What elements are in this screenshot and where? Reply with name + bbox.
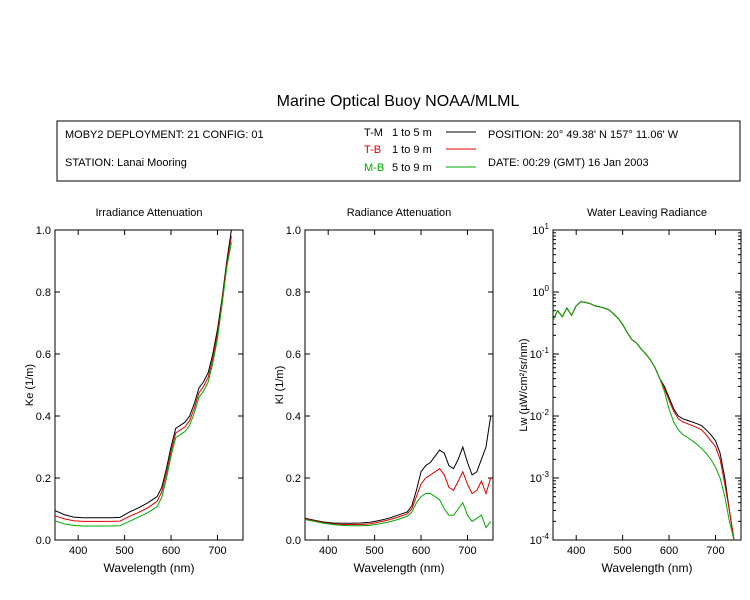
x-tick-label: 500 [365,545,383,557]
series-line-m-b [54,242,232,527]
y-axis-label: Ke (1/m) [24,364,36,406]
legend-item-t-m: T-M 1 to 5 m [364,127,476,139]
x-axis-label: Wavelength (nm) [104,561,195,575]
y-tick-label: 10-1 [530,346,550,361]
legend-code: M-B [364,162,384,174]
x-tick-label: 600 [162,545,180,557]
chart-title: Water Leaving Radiance [587,207,707,219]
y-tick-label: 0.6 [286,349,301,361]
series-line-t-m [54,229,232,519]
series-line-m-b [304,493,492,529]
x-tick-label: 600 [660,545,678,557]
plot-frame [552,229,742,541]
x-tick-label: 700 [706,545,724,557]
radiance-attenuation-chart: Radiance Attenuation 400 500 600 700 Waveleng… [274,207,494,575]
series-line-t-m [552,301,735,541]
y-tick-label: 0.0 [36,535,51,547]
y-tick-label: 10-2 [530,408,550,423]
x-axis-label: Wavelength (nm) [354,561,445,575]
irradiance-attenuation-chart: Irradiance Attenuation 400 500 600 700 Wavele… [24,207,244,575]
x-tick-label: 600 [412,545,430,557]
plot-frame [54,229,244,541]
chart-title: Radiance Attenuation [347,207,452,219]
station-label: STATION: Lanai Mooring [65,157,187,169]
y-tick-label: 0.0 [286,535,301,547]
x-tick-label: 400 [567,545,585,557]
y-tick-label: 0.4 [36,411,51,423]
legend: T-M 1 to 5 m T-B 1 to 9 m M-B 5 to 9 m [364,127,476,174]
series-line-m-b [552,301,735,541]
chart-title: Irradiance Attenuation [95,207,202,219]
x-tick-label: 400 [319,545,337,557]
legend-code: T-B [364,144,381,156]
date-label: DATE: 00:29 (GMT) 16 Jan 2003 [488,157,649,169]
y-tick-label: 1.0 [36,225,51,237]
x-tick-label: 400 [69,545,87,557]
x-tick-label: 500 [613,545,631,557]
y-tick-label: 100 [532,284,549,299]
legend-range: 1 to 5 m [392,127,432,139]
y-tick-label: 10-3 [530,470,550,485]
y-tick-label: 1.0 [286,225,301,237]
x-tick-label: 700 [458,545,476,557]
series-line-t-b [54,236,232,522]
y-tick-label: 0.2 [36,473,51,485]
legend-range: 5 to 9 m [392,162,432,174]
series-line-t-b [552,301,735,541]
deployment-label: MOBY2 DEPLOYMENT: 21 CONFIG: 01 [65,129,264,141]
series-line-t-m [304,415,492,524]
water-leaving-radiance-chart: Water Leaving Radiance 400 500 600 700 Wavele… [518,207,742,575]
x-axis-label: Wavelength (nm) [602,561,693,575]
y-axis-label: Lw (µW/cm²/sr/nm) [518,338,530,431]
y-tick-label: 0.4 [286,411,301,423]
y-axis-label: Kl (1/m) [274,366,286,405]
legend-item-m-b: M-B 5 to 9 m [364,162,476,174]
legend-range: 1 to 9 m [392,144,432,156]
header-box: MOBY2 DEPLOYMENT: 21 CONFIG: 01 STATION:… [56,120,741,182]
legend-item-t-b: T-B 1 to 9 m [364,144,476,156]
y-tick-label: 0.8 [36,287,51,299]
position-label: POSITION: 20° 49.38' N 157° 11.06' W [488,129,679,141]
y-tick-label: 0.8 [286,287,301,299]
legend-code: T-M [364,127,383,139]
y-tick-label: 0.6 [36,349,51,361]
x-tick-label: 700 [208,545,226,557]
series-line-t-b [304,468,492,525]
figure-title: Marine Optical Buoy NOAA/MLML [277,93,520,110]
plot-frame [304,229,494,541]
y-tick-label: 101 [532,222,549,237]
x-tick-label: 500 [115,545,133,557]
y-tick-label: 10-4 [530,532,550,547]
y-tick-label: 0.2 [286,473,301,485]
